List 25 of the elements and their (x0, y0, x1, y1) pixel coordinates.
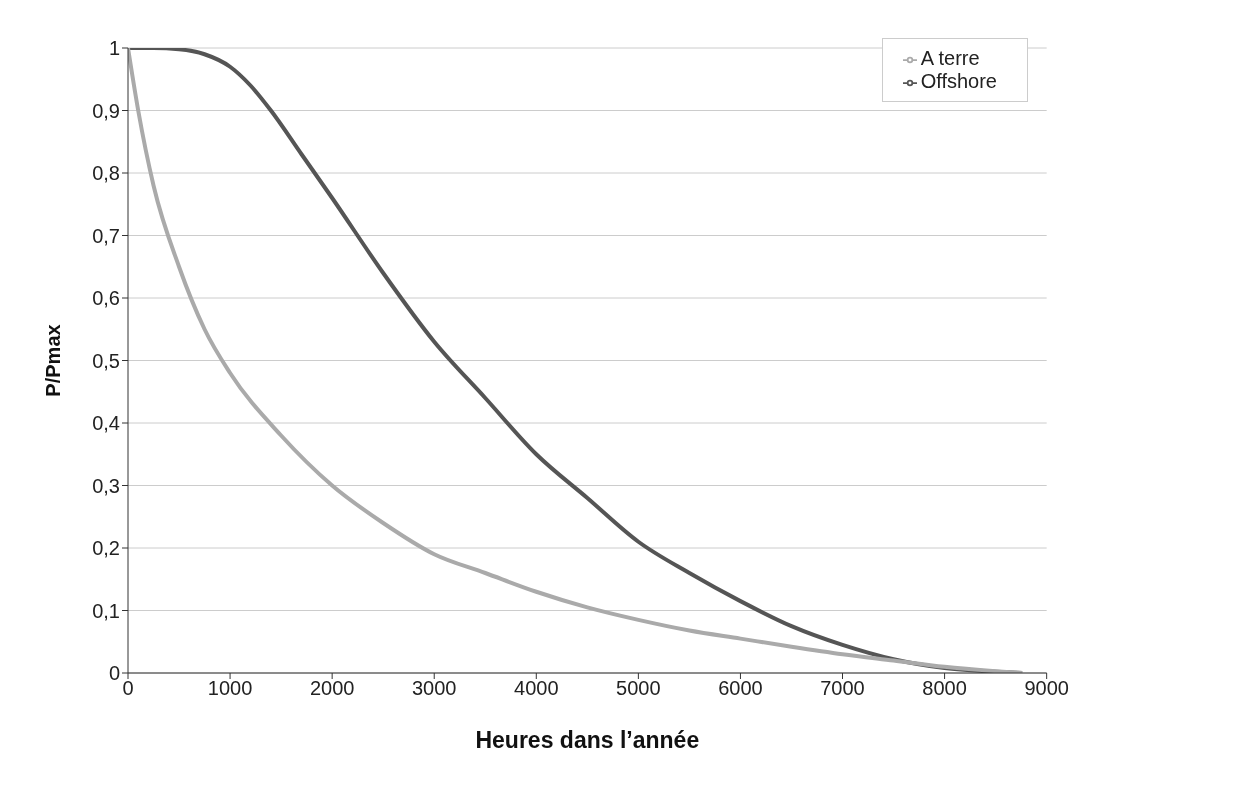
legend-label: Offshore (920, 70, 997, 92)
x-axis-title: Heures dans l’année (475, 727, 700, 753)
x-tick-label: 2000 (309, 677, 355, 700)
y-tick-label: 0,6 (92, 287, 120, 310)
y-tick-label: 0,5 (92, 349, 120, 372)
y-tick-label: 0,3 (92, 474, 120, 497)
y-tick-label: 0,1 (92, 599, 120, 622)
y-tick-label: 0,2 (92, 537, 120, 560)
y-tick-label: 0,8 (92, 162, 120, 185)
legend-label: A terre (920, 47, 980, 69)
y-tick-label: 0 (108, 662, 120, 685)
y-axis-title: P/Pmax (42, 324, 65, 397)
y-tick-label: 0,7 (92, 224, 120, 247)
y-tick-label: 1 (108, 37, 120, 60)
y-tick-label: 0,4 (92, 412, 120, 435)
y-tick-label: 0,9 (92, 99, 120, 122)
x-tick-label: 6000 (718, 677, 763, 700)
x-tick-label: 8000 (922, 677, 967, 700)
x-tick-label: 0 (122, 677, 134, 700)
x-tick-label: 1000 (207, 677, 253, 700)
x-tick-label: 4000 (514, 677, 559, 700)
x-tick-label: 7000 (820, 677, 865, 700)
x-tick-label: 9000 (1024, 677, 1069, 700)
x-tick-label: 3000 (411, 677, 457, 700)
x-tick-label: 5000 (616, 677, 661, 700)
